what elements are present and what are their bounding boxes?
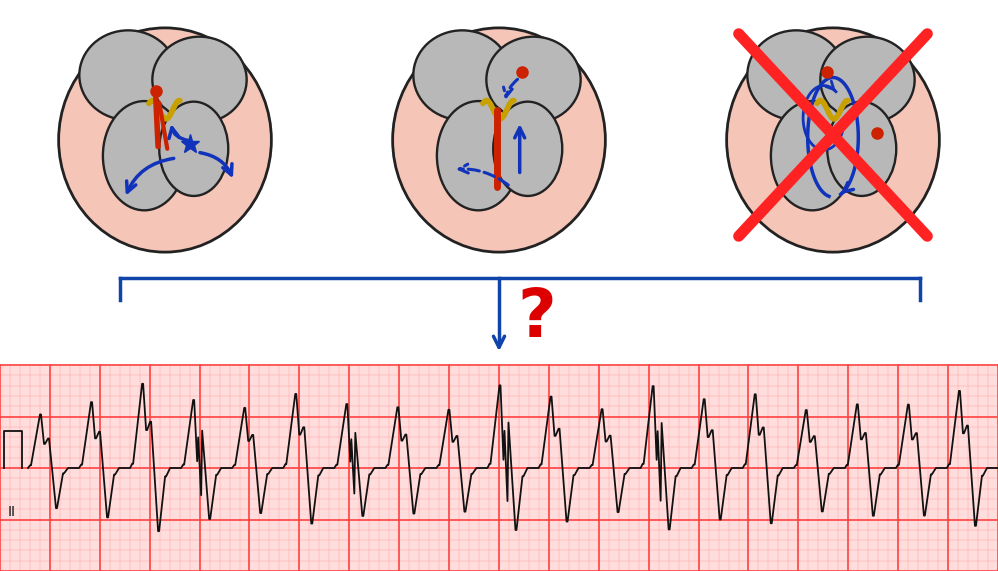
Ellipse shape: [160, 102, 229, 196]
Ellipse shape: [827, 102, 896, 196]
Ellipse shape: [820, 37, 914, 123]
Bar: [0, 365, 998, 571]
Ellipse shape: [392, 28, 606, 252]
Ellipse shape: [727, 28, 939, 252]
Ellipse shape: [486, 37, 581, 123]
Ellipse shape: [770, 101, 853, 210]
Ellipse shape: [59, 28, 271, 252]
Ellipse shape: [103, 101, 186, 210]
Ellipse shape: [437, 101, 520, 210]
Text: II: II: [8, 505, 16, 518]
Ellipse shape: [748, 30, 845, 120]
Ellipse shape: [153, 37, 247, 123]
Ellipse shape: [413, 30, 511, 120]
Ellipse shape: [79, 30, 177, 120]
Ellipse shape: [493, 102, 562, 196]
Text: ?: ?: [517, 285, 556, 351]
